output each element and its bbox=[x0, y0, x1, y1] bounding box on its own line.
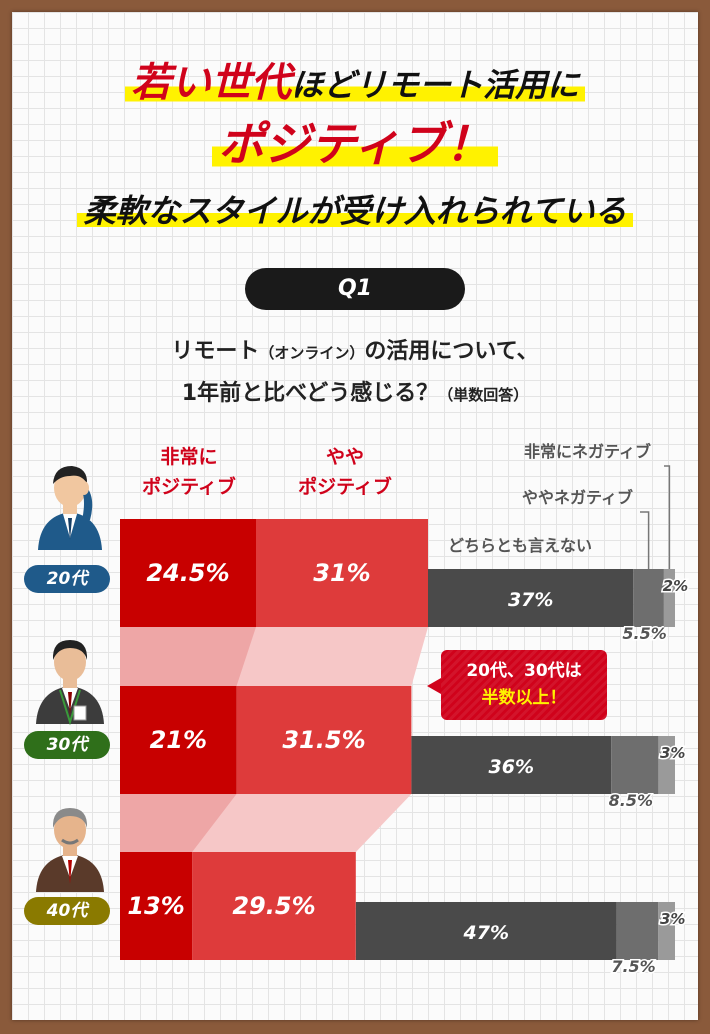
age-badge-30s: 30代 bbox=[24, 731, 110, 759]
bar-20s-very-positive bbox=[120, 519, 256, 627]
label-30s-very-negative: 3% bbox=[660, 744, 685, 762]
bar-30s-very-negative bbox=[658, 736, 675, 794]
question-line-1-b: の活用について、 bbox=[364, 339, 539, 364]
question-line-1-a: リモート bbox=[171, 339, 260, 364]
legend-somewhat-positive-line1: やや bbox=[325, 446, 364, 468]
legend-very-positive: 非常に ポジティブ bbox=[122, 442, 256, 502]
age-badge-20s: 20代 bbox=[24, 565, 110, 593]
label-40s-somewhat-negative: 7.5% bbox=[611, 957, 655, 976]
title-line-2: ポジティブ！ bbox=[0, 108, 710, 174]
title-line-2-text: ポジティブ！ bbox=[212, 117, 498, 171]
leader-line-very-negative bbox=[664, 465, 671, 569]
label-40s-somewhat-positive: 29.5% bbox=[232, 892, 315, 920]
bar-20s-somewhat-negative bbox=[633, 569, 664, 627]
legend-neutral: どちらとも言えない bbox=[448, 536, 593, 555]
person-40s-icon bbox=[36, 808, 104, 892]
leader-line-somewhat-negative bbox=[640, 511, 650, 569]
label-30s-somewhat-negative: 8.5% bbox=[609, 791, 653, 810]
title-line-3: 柔軟なスタイルが受け入れられている bbox=[0, 186, 710, 232]
callout-line-2: 半数以上！ bbox=[481, 688, 567, 708]
grid-paper bbox=[12, 12, 698, 1020]
label-30s-somewhat-positive: 31.5% bbox=[282, 726, 365, 754]
title-line-3-text: 柔軟なスタイルが受け入れられている bbox=[77, 192, 633, 230]
person-30s-icon bbox=[36, 640, 104, 726]
very-positive-connector-band bbox=[120, 627, 256, 686]
legend-very-positive-line1: 非常に bbox=[160, 446, 218, 468]
legend-somewhat-positive-line2: ポジティブ bbox=[298, 476, 392, 498]
legend-somewhat-positive: やや ポジティブ bbox=[270, 442, 420, 502]
legend-very-negative: 非常にネガティブ bbox=[524, 442, 652, 461]
callout-bubble: 20代、30代は 半数以上！ bbox=[427, 650, 607, 720]
label-30s-neutral: 36% bbox=[489, 756, 534, 778]
bar-20s-neutral bbox=[428, 569, 634, 627]
question-line-2-a: 1年前と比べどう感じる？ bbox=[181, 381, 439, 406]
question-line-2: 1年前と比べどう感じる？（単数回答） bbox=[0, 375, 710, 407]
question-line-1-small: （オンライン） bbox=[259, 344, 365, 362]
bar-30s-very-positive bbox=[120, 686, 237, 794]
bar-40s-somewhat-negative bbox=[616, 902, 659, 960]
label-40s-very-positive: 13% bbox=[127, 892, 184, 920]
bar-40s-very-negative bbox=[658, 902, 675, 960]
bar-40s-neutral bbox=[355, 902, 617, 960]
label-20s-very-negative: 2% bbox=[663, 577, 688, 595]
title-line-1-rest: ほどリモート活用に bbox=[290, 66, 579, 104]
question-line-1: リモート（オンライン）の活用について、 bbox=[0, 333, 710, 365]
label-20s-somewhat-negative: 5.5% bbox=[622, 624, 666, 643]
legend-very-positive-line2: ポジティブ bbox=[142, 476, 236, 498]
callout-arrow bbox=[427, 678, 441, 694]
age-badge-40s: 40代 bbox=[24, 897, 110, 925]
label-20s-very-positive: 24.5% bbox=[146, 559, 229, 587]
question-line-2-small: （単数回答） bbox=[438, 386, 529, 404]
bar-20s-somewhat-positive bbox=[256, 519, 428, 627]
label-40s-neutral: 47% bbox=[463, 922, 509, 944]
question-badge: Q1 bbox=[245, 268, 465, 310]
bar-30s-somewhat-negative bbox=[611, 736, 659, 794]
bar-30s-neutral bbox=[411, 736, 612, 794]
label-20s-somewhat-positive: 31% bbox=[313, 559, 370, 587]
bar-40s-very-positive bbox=[120, 852, 193, 960]
very-positive-connector-band bbox=[120, 794, 237, 852]
title-line-1: 若い世代ほどリモート活用に bbox=[0, 50, 710, 108]
bar-20s-very-negative bbox=[663, 569, 675, 627]
person-20s-icon bbox=[38, 466, 102, 550]
label-30s-very-positive: 21% bbox=[150, 726, 207, 754]
callout-line-1: 20代、30代は bbox=[466, 661, 582, 681]
label-20s-neutral: 37% bbox=[508, 589, 553, 611]
bar-40s-somewhat-positive bbox=[192, 852, 356, 960]
bar-30s-somewhat-positive bbox=[236, 686, 412, 794]
label-40s-very-negative: 3% bbox=[660, 910, 685, 928]
title-highlight: 若い世代 bbox=[130, 60, 291, 106]
legend-somewhat-negative: ややネガティブ bbox=[522, 488, 634, 507]
